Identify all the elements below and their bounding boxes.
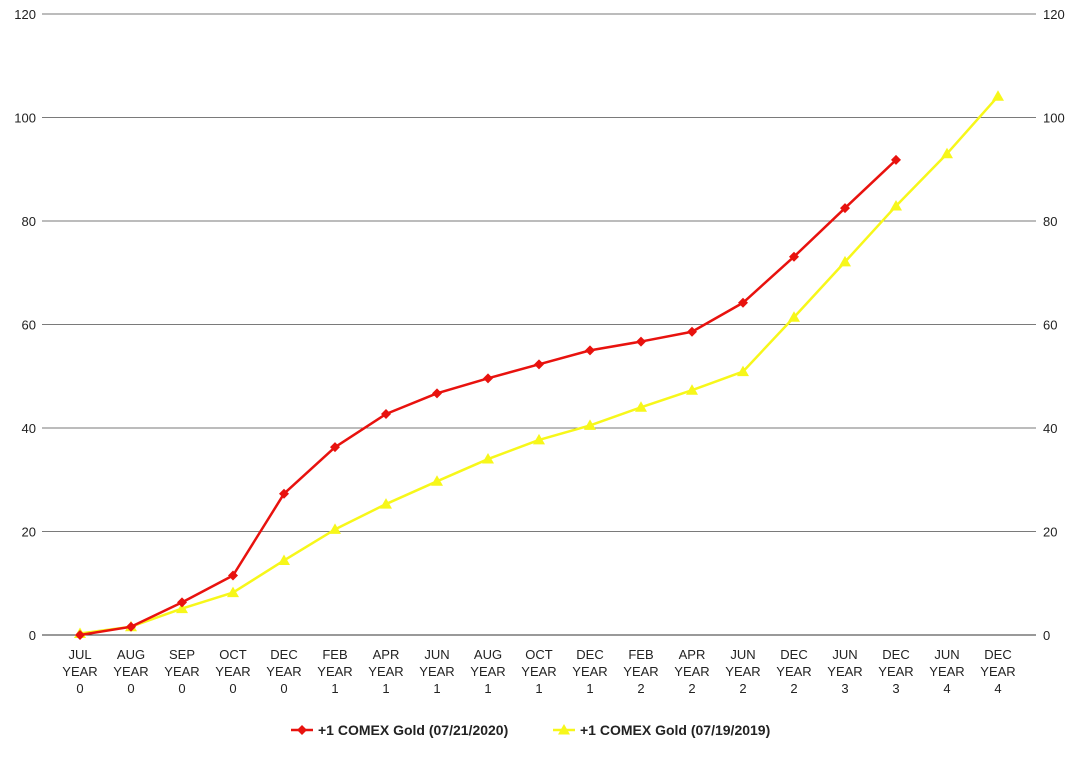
y-tick-label-left: 100 — [14, 111, 36, 126]
data-point — [533, 433, 545, 445]
x-tick-label: DEC YEAR 3 — [878, 647, 913, 696]
data-point — [788, 311, 800, 322]
right-y-axis: 0 20 40 60 80 100 120 — [1043, 7, 1065, 643]
legend-item-2: +1 COMEX Gold (07/19/2019) — [553, 722, 770, 738]
data-point — [687, 326, 697, 337]
series-layer — [74, 90, 1004, 640]
x-tick-label: DEC YEAR 1 — [572, 647, 607, 696]
gridlines — [42, 13, 1036, 636]
x-tick-label: JUN YEAR 4 — [929, 647, 964, 696]
series-2 — [74, 90, 1004, 638]
data-point — [75, 630, 85, 640]
y-tick-label-right: 0 — [1043, 628, 1050, 643]
legend-marker — [558, 724, 570, 735]
x-tick-label: JUN YEAR 1 — [419, 647, 454, 696]
data-point — [380, 498, 392, 509]
y-tick-label-right: 100 — [1043, 111, 1065, 126]
data-point — [738, 297, 748, 308]
left-y-axis: 0 20 40 60 80 100 120 — [14, 7, 36, 643]
data-point — [177, 597, 187, 608]
x-tick-label: DEC YEAR 2 — [776, 647, 811, 696]
data-point — [534, 359, 544, 370]
y-tick-label-left: 60 — [22, 318, 36, 333]
y-tick-label-right: 40 — [1043, 421, 1057, 436]
legend: +1 COMEX Gold (07/21/2020) +1 COMEX Gold … — [291, 722, 770, 738]
data-point — [891, 154, 901, 165]
data-point — [839, 255, 851, 267]
y-tick-label-left: 40 — [22, 421, 36, 436]
legend-label: +1 COMEX Gold (07/19/2019) — [580, 722, 770, 738]
x-tick-label: AUG YEAR 0 — [113, 647, 148, 696]
x-tick-label: AUG YEAR 1 — [470, 647, 505, 696]
data-point — [279, 488, 289, 499]
x-axis: JUL YEAR 0 AUG YEAR 0 SEP YEAR 0 OCT YEAR 0 DEC YEAR 0… — [62, 647, 1015, 696]
data-point — [840, 203, 850, 214]
data-point — [737, 365, 749, 377]
x-tick-label: DEC YEAR 4 — [980, 647, 1015, 696]
legend-item-1: +1 COMEX Gold (07/21/2020) — [291, 722, 508, 738]
y-tick-label-left: 20 — [22, 525, 36, 540]
data-point — [483, 373, 493, 384]
x-tick-label: JUL YEAR 0 — [62, 647, 97, 696]
y-tick-label-right: 20 — [1043, 525, 1057, 540]
y-tick-label-left: 0 — [29, 628, 36, 643]
data-point — [126, 621, 136, 632]
x-tick-label: FEB YEAR 2 — [623, 647, 658, 696]
data-point — [635, 401, 647, 412]
data-point — [431, 475, 443, 486]
series-line — [79, 159, 897, 637]
x-tick-label: DEC YEAR 0 — [266, 647, 301, 696]
data-point — [381, 409, 391, 420]
y-tick-label-left: 80 — [22, 214, 36, 229]
x-tick-label: JUN YEAR 3 — [827, 647, 862, 696]
series-1 — [75, 154, 901, 640]
data-point — [941, 147, 953, 159]
y-tick-label-right: 80 — [1043, 214, 1057, 229]
data-point — [585, 345, 595, 356]
data-point — [329, 523, 341, 534]
data-point — [278, 554, 290, 565]
y-tick-label-right: 120 — [1043, 7, 1065, 22]
y-tick-label-left: 120 — [14, 7, 36, 22]
x-tick-label: JUN YEAR 2 — [725, 647, 760, 696]
x-tick-label: FEB YEAR 1 — [317, 647, 352, 696]
data-point — [636, 336, 646, 347]
data-point — [686, 384, 698, 395]
data-point — [482, 453, 494, 464]
legend-label: +1 COMEX Gold (07/21/2020) — [318, 722, 508, 738]
data-point — [228, 570, 238, 581]
x-tick-label: OCT YEAR 1 — [521, 647, 556, 696]
x-tick-label: APR YEAR 2 — [674, 647, 709, 696]
data-point — [789, 251, 799, 262]
data-point — [992, 90, 1004, 101]
x-tick-label: APR YEAR 1 — [368, 647, 403, 696]
data-point — [584, 419, 596, 430]
data-point — [890, 199, 902, 211]
data-point — [227, 586, 239, 598]
y-tick-label-right: 60 — [1043, 318, 1057, 333]
legend-marker — [297, 725, 307, 735]
data-point — [432, 388, 442, 399]
x-tick-label: SEP YEAR 0 — [164, 647, 199, 696]
data-point — [176, 602, 188, 614]
data-point — [330, 442, 340, 453]
x-tick-label: OCT YEAR 0 — [215, 647, 250, 696]
